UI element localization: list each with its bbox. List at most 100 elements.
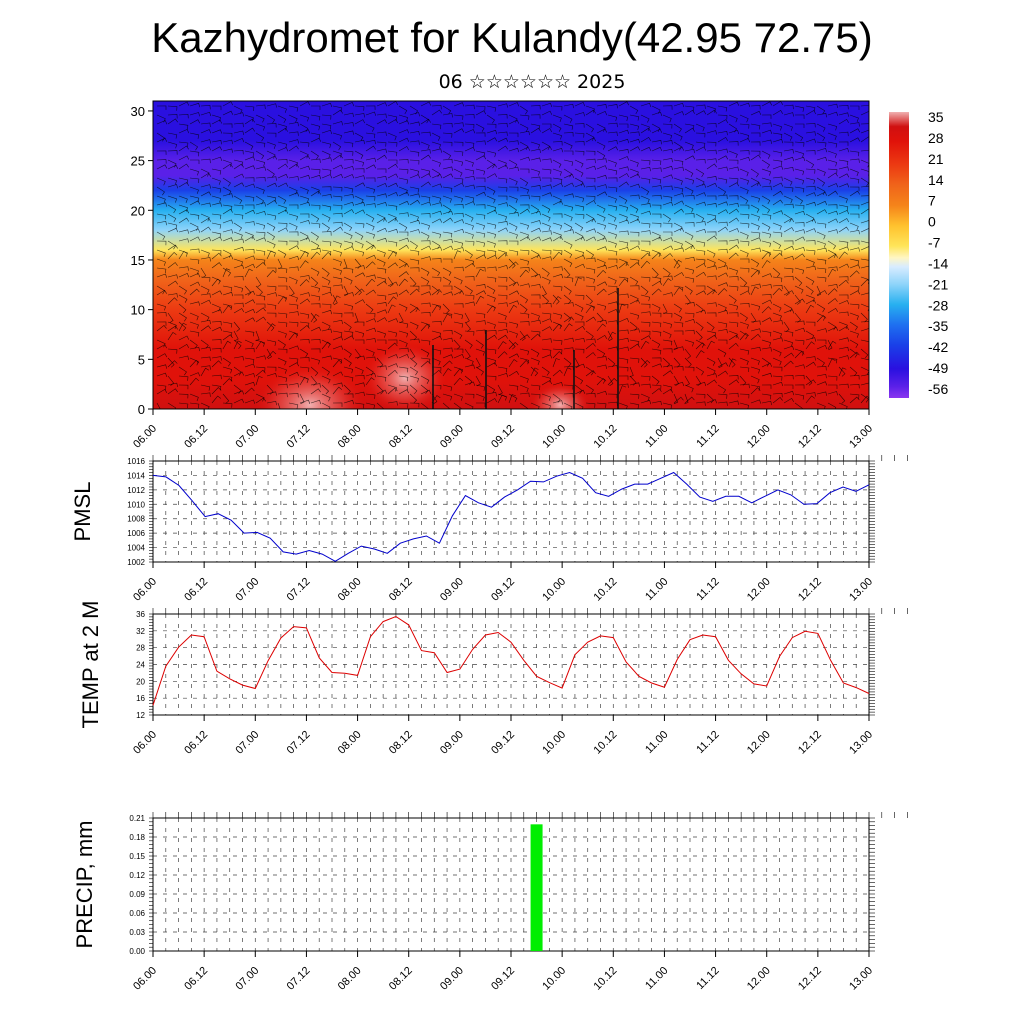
wind-barb [189,141,199,151]
wind-barb [409,276,417,287]
wind-barb [728,244,740,251]
wind-barb [860,246,869,251]
wind-barb [739,186,749,195]
wind-barb [343,375,354,382]
wind-barb [585,165,597,170]
wind-barb [365,123,375,132]
wind-barb [420,357,431,364]
x-tick-label: 12.00 [745,576,773,604]
wind-barb [387,192,399,197]
wind-barb [233,213,244,220]
wind-barb [519,186,529,194]
wind-barb [618,149,629,154]
wind-barb [453,250,462,260]
wind-barb [596,264,608,270]
wind-barb [629,328,640,333]
wind-barb [849,150,860,157]
wind-barb [211,395,221,404]
wind-barb [761,114,772,119]
wind-barb [585,338,596,343]
wind-barb [508,258,516,269]
wind-barb [420,101,432,107]
wind-barb [321,303,332,309]
wind-barb [596,334,608,341]
wind-barb [332,173,344,179]
wind-barb [189,258,200,265]
wind-barb [332,382,343,387]
wind-barb [321,375,331,384]
wind-barb [332,186,343,192]
wind-barb [156,132,165,142]
wind-barb [662,157,673,163]
wind-barb [772,392,783,398]
wind-barb [156,364,167,369]
wind-barb [288,145,299,152]
y-tick-label: 1002 [127,558,145,567]
wind-barb [530,267,539,278]
wind-barb [486,375,497,381]
wind-barb [299,250,309,260]
wind-barb [442,173,454,179]
wind-barb [244,156,256,161]
wind-barb [255,159,266,167]
wind-barb [849,229,860,235]
wind-barb [167,184,178,189]
wind-barb [343,112,354,118]
wind-barb [783,285,790,296]
wind-barb [684,366,695,372]
wind-barb [299,165,311,170]
wind-barb [585,123,595,133]
wind-barb [156,202,167,207]
wind-barb [255,202,266,207]
wind-barb [794,384,805,389]
wind-barb [431,105,442,110]
wind-barb [827,190,838,197]
wind-barb [310,240,320,250]
wind-barb [156,312,167,317]
wind-barb [772,381,784,387]
wind-barb [761,240,772,248]
wind-barb [409,240,418,250]
wind-barb [354,222,365,228]
wind-barb [772,182,784,188]
wind-barb [431,258,442,263]
wind-barb [563,123,574,130]
wind-barb [816,240,826,248]
wind-barb [849,222,859,231]
wind-barb [343,348,352,358]
wind-barb [200,172,212,179]
wind-barb [849,375,860,380]
wind-barb [266,150,276,159]
wind-barb [728,150,738,159]
wind-barb [585,384,594,394]
wind-barb [332,249,342,257]
wind-barb [453,102,465,107]
wind-barb [530,274,541,279]
colorbar-label: 21 [928,151,944,167]
x-tick-label: 11.00 [643,729,670,756]
wind-barb [486,398,498,404]
wind-barb [783,186,794,192]
wind-barb [376,213,386,222]
wind-barb [673,312,683,321]
wind-barb [684,231,694,240]
wind-barb [354,159,365,167]
wind-barb [717,288,728,296]
wind-barb [805,131,816,136]
wind-barb [563,285,572,295]
wind-barb [673,111,685,116]
wind-barb [629,339,640,346]
wind-barb [706,275,717,280]
wind-barb [541,312,552,319]
wind-barb [596,123,606,132]
wind-barb [200,356,211,361]
wind-barb [530,333,541,341]
wind-barb [585,105,595,113]
wind-barb [684,357,692,368]
wind-barb [354,119,366,125]
x-tick-label: 09.00 [438,423,466,451]
wind-barb [497,186,508,192]
wind-barb [255,307,266,314]
wind-barb [673,123,682,133]
wind-barb [849,312,859,321]
